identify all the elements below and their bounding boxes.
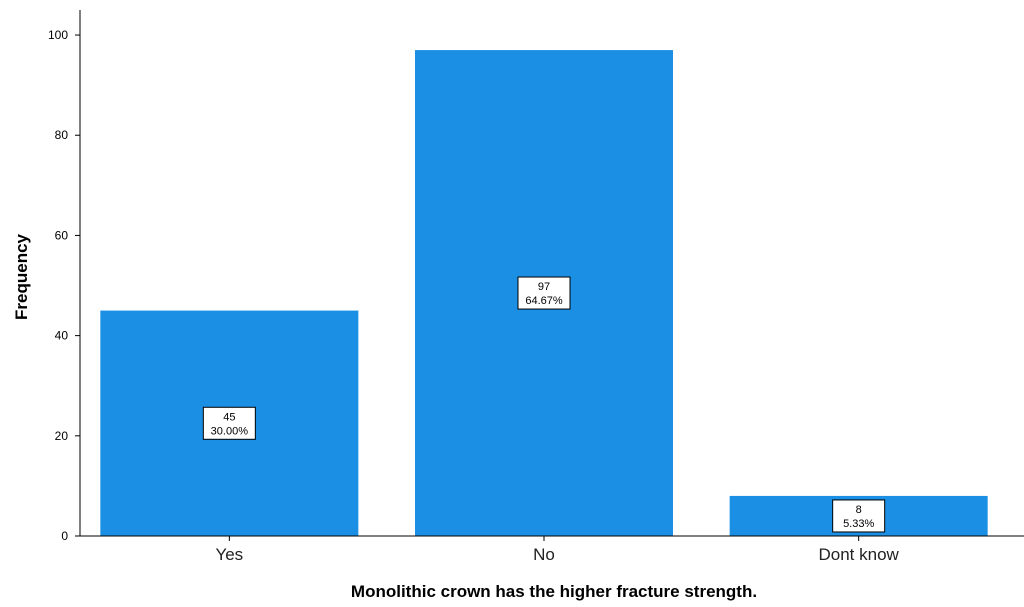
y-axis-title: Frequency <box>12 233 31 320</box>
y-tick-label: 20 <box>55 429 69 443</box>
y-tick-label: 100 <box>48 28 68 42</box>
y-tick-label: 0 <box>61 529 68 543</box>
x-category-label: No <box>533 545 555 564</box>
data-label-box <box>832 499 886 533</box>
y-tick-label: 60 <box>55 228 69 242</box>
data-label-percent: 64.67% <box>525 295 563 307</box>
x-category-label: Dont know <box>819 545 900 564</box>
x-category-labels: Yes No Dont know <box>215 536 900 564</box>
data-label: 45 30.00% <box>202 406 256 440</box>
x-axis-title: Monolithic crown has the higher fracture… <box>351 582 757 601</box>
data-label-count: 97 <box>538 281 550 293</box>
data-label: 8 5.33% <box>832 499 886 533</box>
data-label-percent: 30.00% <box>211 425 249 437</box>
x-category-label: Yes <box>215 545 243 564</box>
data-labels-layer: 45 30.00% 97 64.67% 8 5.33% <box>202 276 886 533</box>
data-label-count: 45 <box>223 411 235 423</box>
y-tick-label: 80 <box>55 128 69 142</box>
data-label-percent: 5.33% <box>843 518 874 530</box>
y-ticks: 0 20 40 60 80 100 <box>48 28 80 543</box>
data-label: 97 64.67% <box>517 276 571 310</box>
data-label-count: 8 <box>856 504 862 516</box>
data-label-box <box>517 276 571 310</box>
y-tick-label: 40 <box>55 329 69 343</box>
data-label-box <box>202 406 256 440</box>
